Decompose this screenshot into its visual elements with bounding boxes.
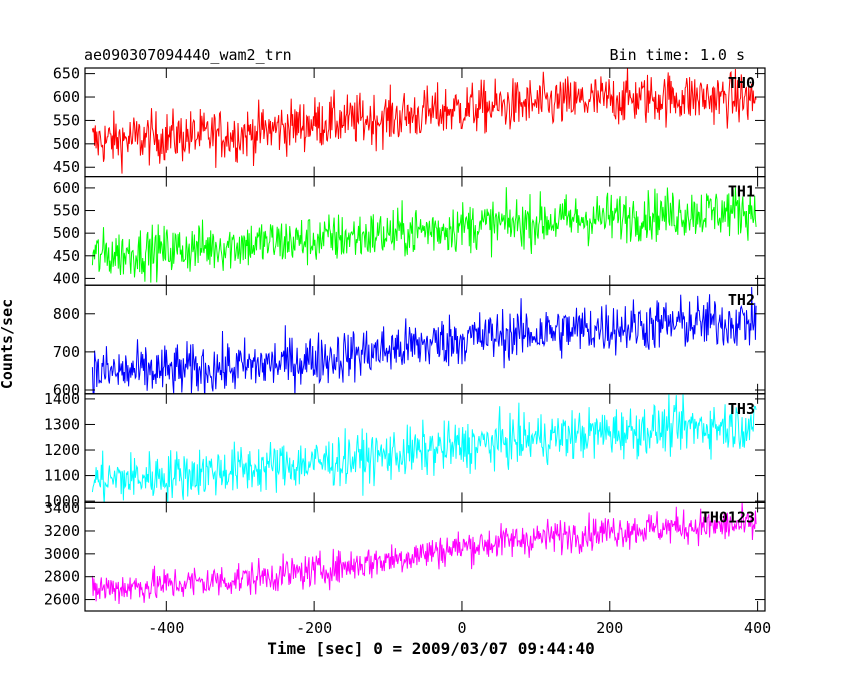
y-tick-label-th1: 600: [53, 179, 80, 197]
y-tick-label-th0123: 2600: [44, 591, 80, 609]
y-tick-label-th3: 1100: [44, 467, 80, 485]
y-tick-label-th0: 500: [53, 135, 80, 153]
y-tick-label-th2: 700: [53, 343, 80, 361]
x-axis-label: Time [sec] 0 = 2009/03/07 09:44:40: [267, 639, 595, 658]
series-line-th0: [91, 68, 757, 174]
panel-label-th2: TH2: [728, 291, 755, 309]
chart-title: ae090307094440_wam2_trn: [84, 46, 292, 64]
y-tick-label-th0123: 3000: [44, 545, 80, 563]
x-tick-label: -200: [296, 619, 332, 637]
y-tick-label-th3: 1000: [44, 492, 80, 510]
panel-label-th3: TH3: [728, 400, 755, 418]
panel-label-th0123: TH0123: [701, 508, 755, 526]
series-line-th3: [91, 393, 757, 503]
y-tick-label-th2: 600: [53, 381, 80, 399]
y-tick-label-th1: 450: [53, 247, 80, 265]
y-tick-label-th3: 1200: [44, 441, 80, 459]
series-line-th1: [91, 187, 757, 283]
y-tick-label-th1: 500: [53, 224, 80, 242]
y-tick-label-th0: 600: [53, 88, 80, 106]
x-tick-label: 200: [596, 619, 623, 637]
panel-frame-th0: [84, 67, 766, 178]
y-tick-label-th0123: 3400: [44, 499, 80, 517]
series-line-th0123: [91, 502, 757, 605]
x-tick-label: -400: [148, 619, 184, 637]
x-tick-label: 0: [457, 619, 466, 637]
y-tick-label-th0: 550: [53, 111, 80, 129]
panel-label-th1: TH1: [728, 183, 755, 201]
panel-frame-th0123: [84, 501, 766, 612]
y-tick-label-th1: 400: [53, 269, 80, 287]
y-tick-label-th0: 650: [53, 65, 80, 83]
y-tick-label-th3: 1400: [44, 390, 80, 408]
y-tick-label-th0123: 3200: [44, 522, 80, 540]
bin-time-label: Bin time: 1.0 s: [609, 46, 745, 64]
panel-frame-th2: [84, 284, 766, 395]
y-axis-label: Counts/sec: [0, 298, 16, 390]
y-tick-label-th2: 800: [53, 305, 80, 323]
series-line-th2: [91, 286, 757, 394]
y-tick-label-th3: 1300: [44, 415, 80, 433]
y-tick-label-th0: 450: [53, 158, 80, 176]
y-tick-label-th0123: 2800: [44, 568, 80, 586]
x-tick-label: 400: [744, 619, 771, 637]
y-tick-label-th1: 550: [53, 202, 80, 220]
panel-label-th0: TH0: [728, 74, 755, 92]
